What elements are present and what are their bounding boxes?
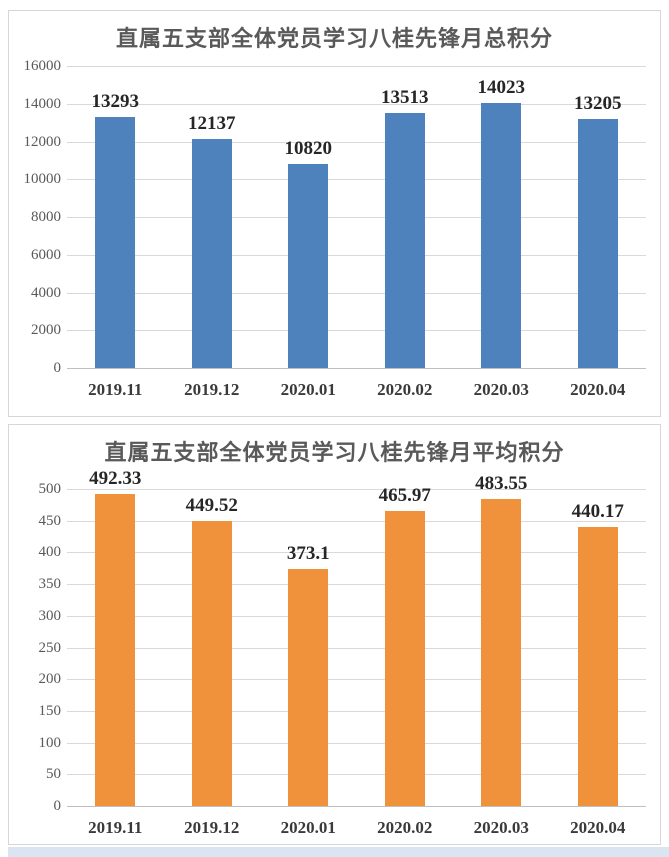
chart-title: 直属五支部全体党员学习八桂先锋月平均积分 [104,440,565,465]
bar-slot: 13293 [67,66,164,368]
gridline [67,774,646,776]
bar [288,569,329,806]
bar-slot: 12137 [164,66,261,368]
bar [191,521,232,806]
bar-slot: 492.33 [67,468,164,806]
y-axis-tick-label: 500 [38,481,62,497]
plot-area: 13293 12137 10820 13513 14023 13205 [67,66,646,368]
y-axis-tick-label: 400 [38,544,62,561]
bar-slot: 14023 [453,66,550,368]
gridline [67,489,646,490]
bar-value-label: 373.1 [286,543,330,565]
gridline [67,141,646,143]
bar-slot: 465.97 [357,485,454,806]
bar [481,499,522,806]
x-axis-labels: 2019.11 2019.12 2020.01 2020.02 2020.03 2020.… [67,818,646,838]
total-score-chart-panel: 直属五支部全体党员学习八桂先锋月总积分 0 2000 4000 6000 8000 100… [8,10,661,417]
x-axis-label: 2019.12 [184,818,240,837]
x-axis-label: 2019.12 [184,380,240,399]
gridline [67,647,646,649]
x-axis-label: 2020.04 [570,818,626,837]
bar-value-label: 13293 [91,91,140,113]
x-axis-label: 2020.02 [377,380,433,399]
gridline [67,103,646,105]
bar [384,510,425,806]
x-axis-labels: 2019.11 2019.12 2020.01 2020.02 2020.03 2020.… [67,380,646,400]
y-axis-tick-label: 12000 [23,133,62,150]
gridline [67,368,646,369]
gridline [67,66,646,67]
bar-slot: 10820 [260,66,357,368]
y-axis-tick-label: 100 [38,734,62,751]
bar-slot: 373.1 [260,489,357,806]
bar [577,526,618,806]
y-axis-tick-label: 350 [38,576,62,593]
bar-slot: 13513 [357,66,454,368]
x-axis-label: 2020.02 [377,818,433,837]
gridline [67,179,646,181]
bar [95,493,136,806]
gridline [67,742,646,744]
chart-title: 直属五支部全体党员学习八桂先锋月总积分 [115,26,553,51]
gridline [67,679,646,681]
y-axis-tick-label: 200 [38,671,62,688]
bar [288,163,329,368]
bar [577,118,618,368]
bar-value-label: 492.33 [89,467,142,489]
x-axis-label: 2020.03 [473,818,529,837]
gridline [67,615,646,617]
x-axis-label: 2020.04 [570,380,626,399]
bar-value-label: 14023 [477,77,526,99]
y-axis-tick-label: 0 [53,360,62,376]
bar-value-label: 465.97 [378,484,431,506]
bar [191,138,232,368]
y-axis-tick-label: 0 [53,798,62,814]
gridline [67,217,646,218]
bar [95,117,136,368]
y-axis-tick-label: 8000 [31,209,61,225]
y-axis-tick-label: 2000 [31,322,61,339]
y-axis-tick-label: 6000 [31,246,61,263]
bar-value-label: 12137 [188,112,236,134]
gridline [67,552,646,554]
bar-value-label: 449.52 [185,495,238,517]
gridline [67,254,646,256]
y-axis-tick-label: 150 [38,702,62,719]
gridline [67,710,646,712]
plot-area: 492.33 449.52 373.1 465.97 483.55 440.17 [67,468,647,806]
bar-slot: 449.52 [164,489,261,806]
bar-value-label: 13205 [574,92,622,114]
y-axis-tick-label: 300 [38,607,62,624]
bar-value-label: 13513 [381,86,429,108]
y-axis-tick-label: 50 [46,766,61,783]
y-axis-tick-label: 16000 [23,58,62,74]
gridline [67,584,646,586]
bar [481,103,522,368]
gridline [67,292,646,294]
y-axis-tick-label: 4000 [31,284,61,301]
bar-slot: 13205 [550,66,647,368]
y-axis-tick-label: 10000 [23,171,62,188]
x-axis-label: 2019.11 [88,380,143,399]
gridline [67,806,646,807]
y-axis-tick-label: 450 [38,512,62,529]
x-axis-label: 2019.11 [88,818,143,837]
gridline [67,330,646,332]
x-axis-label: 2020.01 [280,818,336,837]
y-axis-tick-label: 14000 [23,95,62,112]
bar-value-label: 483.55 [475,473,528,495]
bar-value-label: 10820 [284,137,333,159]
bar-slot: 483.55 [453,473,550,806]
bar [384,112,425,368]
x-axis-label: 2020.03 [473,380,529,399]
gridline [67,520,646,522]
average-score-chart-panel: 直属五支部全体党员学习八桂先锋月平均积分 0 50 100 150 200 250 300 3… [8,424,661,845]
y-axis-tick-label: 250 [38,639,62,656]
partially-visible-table-strip [8,847,669,857]
bar-value-label: 440.17 [571,500,624,522]
bar-slot: 440.17 [550,489,647,806]
x-axis-label: 2020.01 [280,380,336,399]
